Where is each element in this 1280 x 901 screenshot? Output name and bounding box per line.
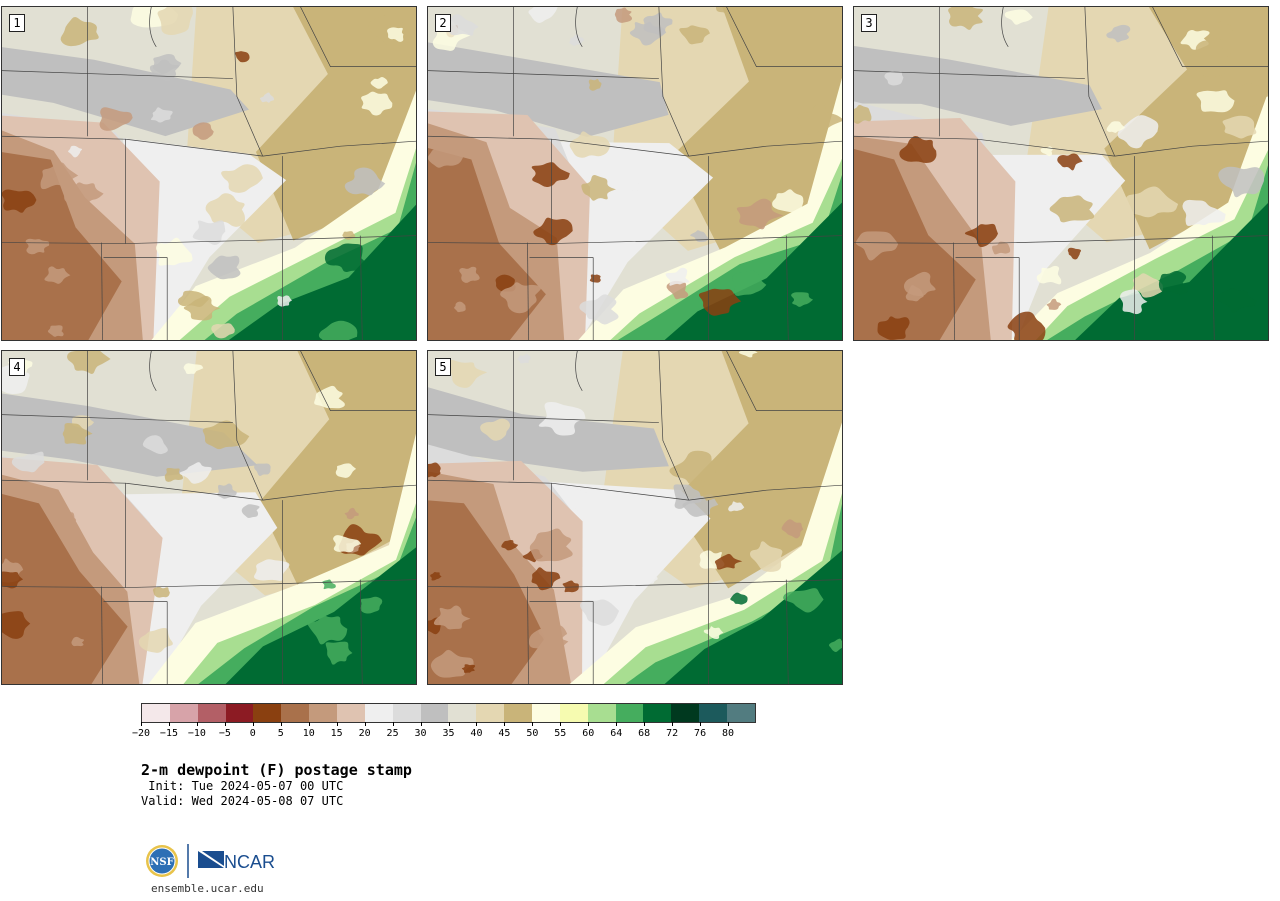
colorbar-tick <box>700 722 702 726</box>
nsf-logo-icon: NSF <box>146 845 178 877</box>
colorbar-swatch-21 <box>727 704 755 722</box>
colorbar-tick-label: 15 <box>330 728 343 739</box>
dewpoint-map <box>428 7 842 340</box>
colorbar-tick-label: 35 <box>442 728 455 739</box>
colorbar-tick-label: −15 <box>159 728 178 739</box>
colorbar-tick <box>560 722 562 726</box>
colorbar-tick <box>504 722 506 726</box>
member-number-label: 2 <box>435 14 451 32</box>
colorbar-swatch-8 <box>364 704 393 722</box>
colorbar-tick <box>364 722 366 726</box>
colorbar-tick-label: 20 <box>358 728 371 739</box>
colorbar-swatch-10 <box>420 704 449 722</box>
colorbar-tick-label: −5 <box>218 728 231 739</box>
colorbar-tick <box>308 722 310 726</box>
colorbar-swatch-3 <box>225 704 254 722</box>
dewpoint-map <box>2 351 416 684</box>
colorbar-tick <box>672 722 674 726</box>
colorbar-swatch-12 <box>476 704 505 722</box>
colorbar-tick <box>196 722 198 726</box>
member-panel-4: 4 <box>1 350 417 685</box>
colorbar-swatch-15 <box>559 704 588 722</box>
colorbar-swatch-1 <box>169 704 198 722</box>
figure-title: 2-m dewpoint (F) postage stamp <box>141 761 412 779</box>
colorbar-tick-label: 40 <box>470 728 483 739</box>
colorbar-swatch-9 <box>392 704 421 722</box>
colorbar-tick <box>224 722 226 726</box>
colorbar-tick-label: 50 <box>526 728 539 739</box>
dewpoint-map <box>428 351 842 684</box>
colorbar-swatch-13 <box>504 704 533 722</box>
colorbar-swatch-16 <box>587 704 616 722</box>
member-number-label: 5 <box>435 358 451 376</box>
dewpoint-map <box>854 7 1268 340</box>
dewpoint-colorbar <box>141 703 756 723</box>
member-panel-5: 5 <box>427 350 843 685</box>
colorbar-tick <box>420 722 422 726</box>
nsf-logo-text: NSF <box>150 857 173 868</box>
colorbar-tick <box>448 722 450 726</box>
colorbar-tick <box>728 722 730 726</box>
colorbar-tick-label: 76 <box>694 728 707 739</box>
colorbar-tick-label: 5 <box>277 728 284 739</box>
colorbar-swatch-4 <box>253 704 282 722</box>
colorbar-tick <box>616 722 618 726</box>
valid-time: Valid: Wed 2024-05-08 07 UTC <box>141 794 344 808</box>
dewpoint-map <box>2 7 416 340</box>
colorbar-tick-label: 55 <box>554 728 567 739</box>
colorbar-swatch-11 <box>448 704 477 722</box>
colorbar-tick <box>644 722 646 726</box>
colorbar-tick <box>141 722 142 726</box>
init-time: Init: Tue 2024-05-07 00 UTC <box>141 779 344 793</box>
colorbar-tick-label: 72 <box>666 728 679 739</box>
colorbar-swatch-7 <box>337 704 365 722</box>
logos: NSF NCAR <box>144 842 284 880</box>
colorbar-tick <box>336 722 338 726</box>
colorbar-tick-label: −10 <box>187 728 206 739</box>
colorbar-tick-labels: −20 −15 −10 −5 0 5 10 15 20 25 30 35 40 45 50 55 60 64 68 7… <box>132 722 756 742</box>
member-number-label: 1 <box>9 14 25 32</box>
colorbar-tick <box>532 722 534 726</box>
member-panel-3: 3 <box>853 6 1269 341</box>
colorbar-tick-label: 45 <box>498 728 511 739</box>
colorbar-swatch-18 <box>643 704 672 722</box>
colorbar-tick-label: 25 <box>386 728 399 739</box>
colorbar-swatch-14 <box>532 704 560 722</box>
member-number-label: 3 <box>861 14 877 32</box>
colorbar-tick-label: 30 <box>414 728 427 739</box>
colorbar-swatch-2 <box>197 704 226 722</box>
member-panel-1: 1 <box>1 6 417 341</box>
colorbar-tick-label: 68 <box>638 728 651 739</box>
colorbar-tick <box>476 722 478 726</box>
colorbar-tick <box>168 722 170 726</box>
colorbar-tick-label: 80 <box>722 728 735 739</box>
colorbar-tick-label: 60 <box>582 728 595 739</box>
colorbar-swatch-20 <box>699 704 728 722</box>
colorbar-swatch-5 <box>281 704 310 722</box>
website-url: ensemble.ucar.edu <box>151 882 264 895</box>
member-number-label: 4 <box>9 358 25 376</box>
colorbar-tick-label: 10 <box>302 728 315 739</box>
colorbar-swatch-6 <box>309 704 338 722</box>
colorbar-swatch-17 <box>615 704 644 722</box>
colorbar-tick <box>252 722 254 726</box>
colorbar-tick-label: 0 <box>249 728 256 739</box>
colorbar-tick-label: 64 <box>610 728 623 739</box>
colorbar-tick <box>392 722 394 726</box>
colorbar-swatch-0 <box>142 704 170 722</box>
colorbar-tick <box>588 722 590 726</box>
ncar-logo-icon: NCAR <box>198 851 275 872</box>
colorbar-tick-label: −20 <box>131 728 151 739</box>
member-panel-2: 2 <box>427 6 843 341</box>
colorbar-swatch-19 <box>671 704 700 722</box>
ncar-logo-text: NCAR <box>224 852 275 872</box>
colorbar-tick <box>280 722 282 726</box>
